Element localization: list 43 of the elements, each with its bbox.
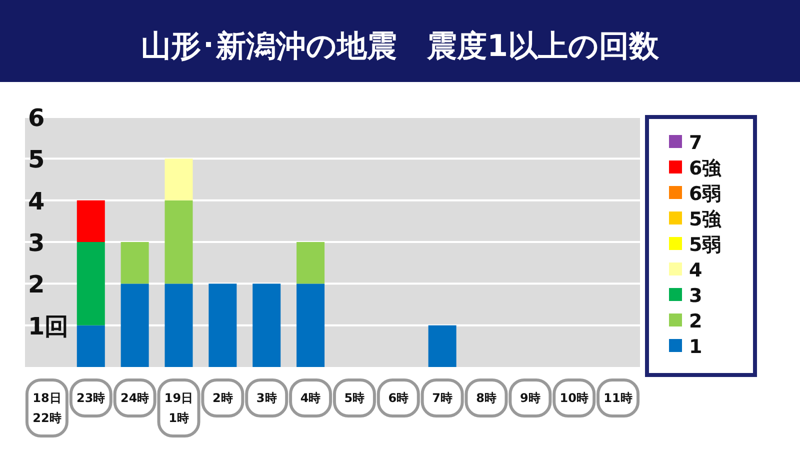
bar bbox=[428, 325, 456, 367]
bar bbox=[120, 242, 149, 284]
x-tick-label: 24時 bbox=[120, 391, 150, 405]
legend-label: 5弱 bbox=[689, 234, 722, 256]
legend-label: 2 bbox=[689, 310, 702, 332]
y-tick-label: 1回 bbox=[28, 312, 69, 340]
legend-label: 7 bbox=[689, 132, 702, 154]
x-tick-label: 7時 bbox=[432, 391, 452, 405]
bar bbox=[252, 284, 281, 367]
x-tick-label: 8時 bbox=[476, 391, 496, 405]
bar bbox=[164, 158, 193, 200]
x-tick-label: 11時 bbox=[604, 391, 632, 405]
x-tick-label: 6時 bbox=[388, 391, 409, 405]
bar bbox=[76, 200, 105, 242]
x-tick-label: 19日 1時 bbox=[164, 391, 194, 425]
legend-label: 6強 bbox=[689, 158, 722, 180]
bar bbox=[120, 284, 149, 367]
x-tick-label: 9時 bbox=[520, 391, 540, 405]
x-tick-label: 4時 bbox=[300, 391, 321, 405]
x-tick-label: 2時 bbox=[212, 391, 233, 405]
y-tick-label: 2 bbox=[28, 270, 45, 299]
bar bbox=[164, 200, 193, 284]
bar bbox=[164, 284, 193, 367]
y-tick-label: 3 bbox=[28, 229, 45, 257]
bar bbox=[208, 284, 237, 367]
legend-label: 3 bbox=[689, 285, 702, 307]
bar bbox=[76, 325, 105, 367]
bar bbox=[296, 242, 325, 284]
x-tick-label: 10時 bbox=[560, 391, 588, 405]
x-tick-label: 3時 bbox=[256, 391, 277, 405]
x-tick-label: 23時 bbox=[76, 391, 106, 405]
bar bbox=[76, 242, 105, 326]
chart-title: 山形･新潟沖の地震 震度1以上の回数 bbox=[141, 29, 660, 64]
x-tick-label: 18日 22時 bbox=[32, 391, 62, 425]
y-tick-label: 6 bbox=[28, 104, 45, 132]
y-tick-label: 4 bbox=[28, 187, 45, 216]
legend-label: 6弱 bbox=[689, 183, 722, 205]
legend-label: 4 bbox=[689, 260, 702, 282]
bar bbox=[296, 284, 325, 367]
y-tick-label: 5 bbox=[28, 146, 45, 174]
x-tick-label: 5時 bbox=[344, 391, 365, 405]
legend-label: 5強 bbox=[689, 208, 722, 230]
legend-label: 1 bbox=[689, 336, 702, 358]
